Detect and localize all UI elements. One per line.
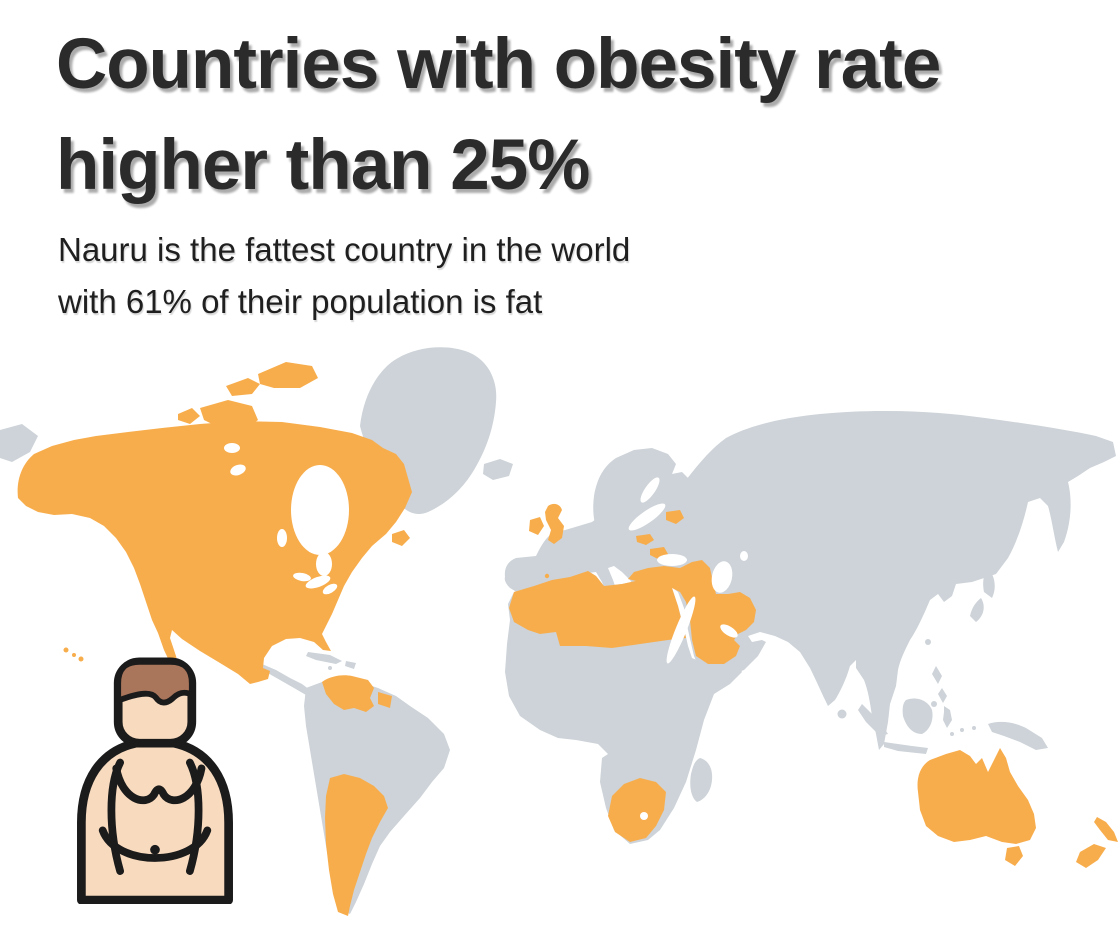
region-south-africa — [608, 778, 666, 842]
aral-sea — [740, 551, 748, 561]
subtitle: Nauru is the fattest country in the worl… — [58, 224, 630, 328]
region-central-america — [258, 664, 310, 695]
region-australia — [917, 748, 1036, 844]
great-lake-3 — [322, 583, 338, 595]
region-taiwan — [925, 639, 931, 645]
region-hawaii — [63, 647, 84, 662]
region-tasmania — [1005, 846, 1023, 866]
lesotho-cutout — [640, 812, 648, 820]
region-japan — [970, 568, 995, 622]
page-title: Countries with obesity rate higher than … — [56, 14, 941, 216]
region-lesser-sunda-2 — [960, 728, 964, 732]
black-sea — [657, 554, 687, 566]
persian-gulf — [720, 624, 738, 638]
gulf-of-bothnia — [640, 477, 660, 503]
region-lithuania — [666, 510, 684, 524]
region-lesser-sunda-1 — [950, 732, 954, 736]
obese-person-icon — [77, 657, 233, 904]
person-hair — [115, 658, 195, 706]
region-hispaniola — [345, 661, 356, 669]
subtitle-line-2: with 61% of their population is fat — [58, 283, 543, 320]
region-philippines — [932, 666, 947, 703]
region-jamaica — [328, 666, 332, 670]
region-cuba — [306, 652, 342, 664]
region-new-guinea — [988, 721, 1048, 750]
region-maluku — [972, 726, 976, 730]
lake-winnipeg — [277, 529, 287, 547]
person-navel — [150, 844, 160, 855]
baltic-sea — [628, 503, 666, 531]
region-newfoundland — [392, 530, 410, 546]
region-north-africa — [509, 571, 686, 648]
great-lake-2 — [293, 572, 311, 582]
region-sulawesi — [943, 706, 952, 728]
world-map — [0, 347, 1118, 916]
caspian-sea — [711, 561, 733, 593]
hudson-bay — [291, 465, 349, 555]
region-czech-republic — [636, 534, 654, 545]
region-madagascar — [690, 758, 713, 802]
region-sri-lanka — [837, 709, 847, 719]
title-line-1: Countries with obesity rate — [56, 25, 941, 104]
region-eurasia — [504, 410, 1116, 750]
person-right-arm-line — [186, 758, 203, 875]
region-suriname-guyana — [378, 692, 392, 708]
title-line-2: higher than 25% — [56, 126, 590, 205]
region-united-kingdom — [545, 503, 564, 544]
james-bay — [316, 552, 332, 576]
person-chest-line — [112, 764, 206, 805]
region-andorra — [544, 573, 550, 579]
red-sea — [666, 596, 696, 664]
region-venezuela — [322, 675, 374, 712]
region-java — [884, 742, 928, 754]
region-argentina-chile — [325, 774, 388, 916]
region-borneo — [902, 698, 933, 734]
great-slave-lake — [230, 464, 246, 476]
person-belly-line — [98, 826, 212, 862]
region-russia-west-fragment — [0, 424, 38, 462]
person-torso — [77, 738, 233, 904]
region-new-zealand-south — [1076, 844, 1106, 868]
region-ireland — [529, 517, 544, 535]
region-philippines-isle — [931, 701, 937, 707]
region-new-zealand-north — [1094, 817, 1118, 842]
region-north-america — [17, 421, 412, 684]
region-iceland — [483, 459, 513, 480]
great-lake-1 — [305, 575, 331, 589]
region-canadian-arctic-islands — [178, 362, 356, 482]
region-sumatra — [858, 704, 888, 736]
great-bear-lake — [224, 443, 240, 453]
subtitle-line-1: Nauru is the fattest country in the worl… — [58, 231, 631, 268]
